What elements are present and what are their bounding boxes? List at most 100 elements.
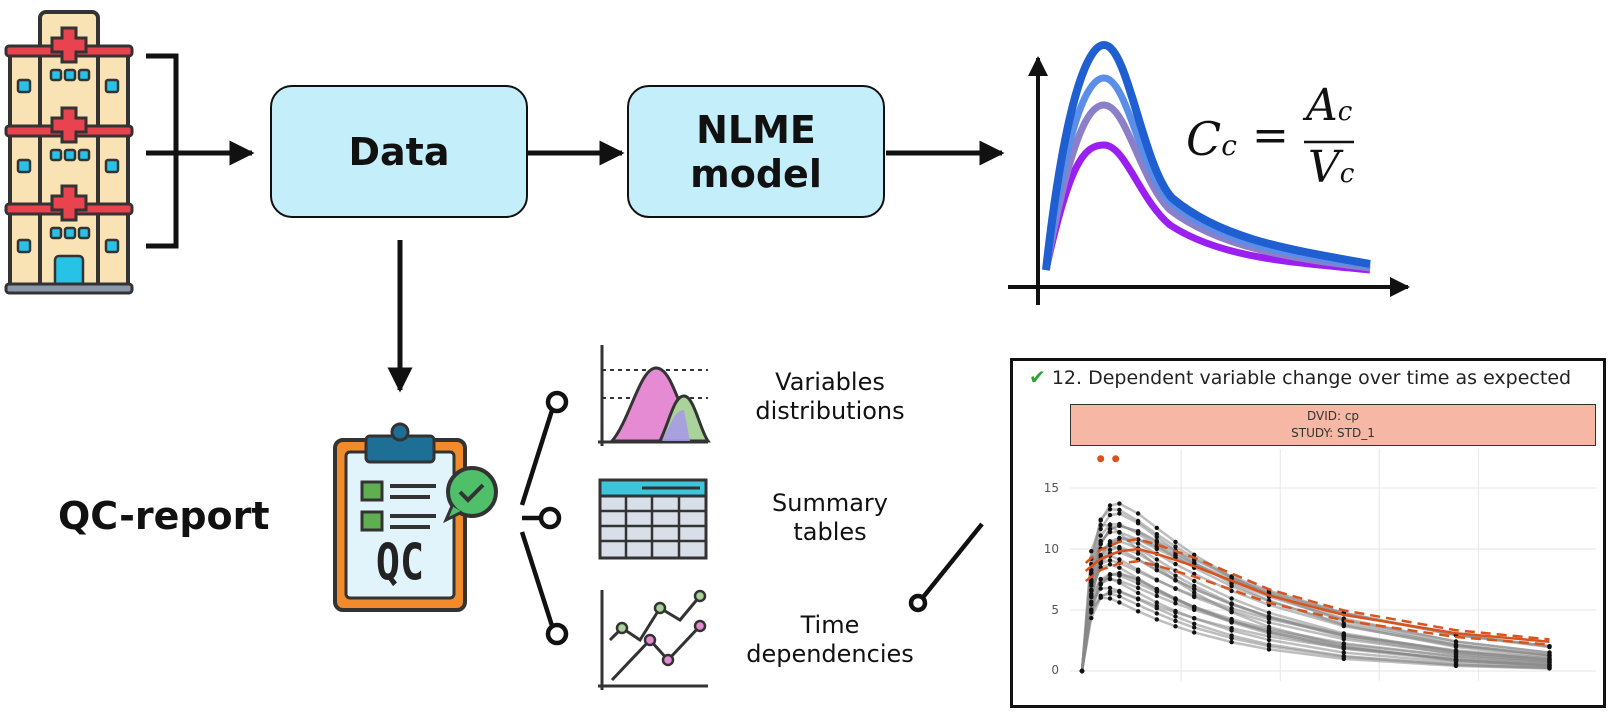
observation-point	[1173, 578, 1178, 583]
observation-point	[1154, 532, 1159, 537]
formula-eq-sign: =	[1252, 110, 1289, 161]
observation-point	[1453, 644, 1459, 650]
branch-node-time	[545, 622, 569, 646]
observation-point	[1098, 522, 1103, 528]
observation-point	[1192, 605, 1197, 611]
observation-point	[1266, 642, 1272, 647]
observation-point	[1135, 597, 1141, 602]
observation-point	[1135, 609, 1141, 614]
observation-point	[1229, 620, 1234, 625]
observation-point	[1229, 588, 1234, 594]
pk-curve-light-blue	[1042, 74, 1371, 271]
label-summary: Summary tables	[730, 489, 930, 547]
observation-point	[1173, 539, 1178, 545]
observation-point	[1107, 589, 1113, 594]
observation-point	[1154, 538, 1159, 543]
observation-point	[1098, 561, 1103, 566]
observation-point	[1341, 633, 1346, 638]
observation-point	[1173, 597, 1178, 602]
observation-point	[1079, 668, 1085, 674]
observation-point	[1107, 503, 1113, 508]
facet-strip-line1: DVID: cp	[1306, 409, 1360, 423]
observation-point	[1117, 546, 1122, 551]
percentile-line-upper	[1084, 537, 1550, 641]
label-time: Time dependencies	[730, 611, 930, 669]
observation-point	[1135, 541, 1141, 546]
label-distributions: Variables distributions	[730, 368, 930, 426]
data-box: Data	[270, 85, 528, 218]
observation-point	[1547, 644, 1552, 649]
pk-curve-blue	[1042, 40, 1371, 271]
label-summary-line2: tables	[793, 518, 867, 546]
observation-point	[1089, 593, 1094, 599]
percentile-line-lower	[1084, 559, 1550, 646]
observation-point	[1107, 596, 1113, 601]
observation-point	[1192, 621, 1197, 626]
observation-point	[1135, 578, 1141, 583]
report-panel: ✔ 12. Dependent variable change over tim…	[1010, 358, 1606, 708]
observation-point	[1266, 647, 1272, 652]
observation-point	[1154, 525, 1159, 531]
subject-trajectory	[1080, 536, 1550, 672]
observation-point	[1229, 581, 1234, 586]
distribution-icon	[598, 345, 711, 446]
observation-point	[1089, 587, 1094, 593]
observation-point	[1107, 585, 1113, 591]
nlme-model-box: NLME model	[627, 85, 885, 218]
observation-point	[1117, 594, 1122, 599]
pk-curve-plot	[1008, 40, 1410, 305]
formula-num: A	[1306, 80, 1338, 131]
observation-point	[1107, 507, 1113, 512]
observation-point	[1107, 526, 1113, 532]
observation-point	[1173, 601, 1178, 606]
observation-point	[1117, 571, 1122, 576]
observation-point	[1173, 618, 1178, 624]
observation-point	[1089, 608, 1094, 613]
observation-point	[1173, 544, 1178, 549]
observation-point	[1154, 617, 1159, 622]
check-icon: ✔	[1029, 365, 1046, 389]
observation-point	[1154, 611, 1159, 616]
formula-num-sub: c	[1337, 97, 1353, 127]
observation-point	[1266, 624, 1272, 630]
observation-point	[1173, 573, 1178, 578]
label-distributions-line1: Variables	[775, 368, 885, 396]
observation-point	[1192, 594, 1197, 600]
observation-point	[1135, 602, 1141, 608]
observation-point	[1135, 581, 1141, 586]
observation-point	[1135, 511, 1141, 516]
formula-den: V	[1308, 142, 1340, 193]
table-icon	[598, 478, 708, 560]
observation-point	[1547, 650, 1552, 655]
observation-point	[1135, 567, 1141, 572]
branch-node-summary	[538, 506, 562, 530]
observation-point	[1229, 596, 1234, 601]
pk-curve-lavender	[1042, 101, 1371, 272]
time-series-icon	[598, 589, 708, 690]
panel-plot	[1070, 449, 1596, 681]
observation-point	[1117, 530, 1122, 535]
observation-point	[1266, 614, 1272, 620]
observation-point	[1453, 658, 1459, 663]
facet-strip: DVID: cp STUDY: STD_1	[1070, 404, 1596, 446]
observation-point	[1107, 572, 1113, 578]
observation-point	[1453, 650, 1459, 655]
formula: Cc	[1186, 112, 1237, 166]
observation-point	[1229, 628, 1234, 633]
observation-point	[1117, 523, 1122, 528]
observation-point	[1192, 625, 1197, 630]
qc-report-title: QC-report	[58, 494, 270, 538]
observation-point	[1154, 577, 1159, 582]
nlme-label-line1: NLME	[696, 107, 816, 152]
y-tick-5: 5	[1051, 603, 1059, 617]
formula-denominator: Vc	[1308, 142, 1354, 193]
observation-point	[1098, 517, 1103, 522]
observation-point	[1117, 580, 1122, 585]
observation-point	[1135, 518, 1141, 524]
median-line	[1084, 547, 1550, 643]
facet-strip-line2: STUDY: STD_1	[1291, 426, 1375, 440]
observation-point	[1117, 535, 1122, 541]
hospital-icon	[4, 10, 134, 295]
formula-lhs-sub: c	[1221, 129, 1237, 162]
